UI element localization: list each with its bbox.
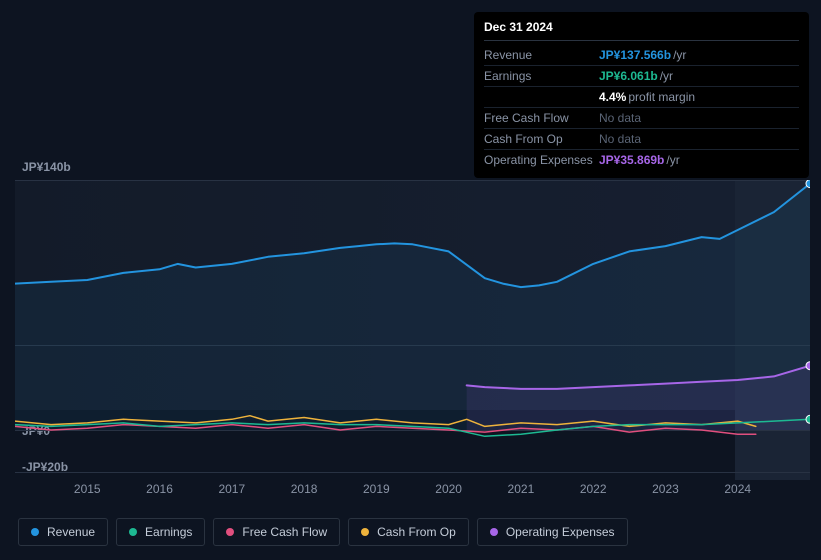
tooltip-row-unit: /yr (660, 69, 673, 83)
y-axis-label: JP¥140b (22, 160, 71, 174)
x-axis-tick: 2017 (218, 482, 245, 496)
tooltip-row: EarningsJP¥6.061b /yr (484, 66, 799, 87)
x-axis-tick: 2021 (508, 482, 535, 496)
tooltip-row-unit: profit margin (628, 90, 695, 104)
tooltip-row-label: Revenue (484, 48, 599, 62)
legend-item-free-cash-flow[interactable]: Free Cash Flow (213, 518, 340, 546)
legend-dot-icon (226, 528, 234, 536)
x-axis: 2015 2016 2017 2018 2019 2020 2021 2022 2023 2024 (15, 482, 810, 502)
x-axis-tick: 2018 (291, 482, 318, 496)
legend-label: Cash From Op (377, 525, 456, 539)
tooltip-row-value: JP¥6.061b (599, 69, 658, 83)
tooltip-nodata: No data (599, 132, 641, 146)
tooltip-row: Free Cash FlowNo data (484, 108, 799, 129)
legend-item-earnings[interactable]: Earnings (116, 518, 205, 546)
legend-dot-icon (31, 528, 39, 536)
legend-dot-icon (361, 528, 369, 536)
x-axis-tick: 2015 (74, 482, 101, 496)
hover-tooltip: Dec 31 2024 RevenueJP¥137.566b /yrEarnin… (474, 12, 809, 178)
x-axis-tick: 2019 (363, 482, 390, 496)
legend-label: Revenue (47, 525, 95, 539)
series-end-marker (806, 415, 810, 423)
legend-label: Earnings (145, 525, 192, 539)
legend-dot-icon (490, 528, 498, 536)
legend-label: Operating Expenses (506, 525, 615, 539)
x-axis-tick: 2023 (652, 482, 679, 496)
x-axis-tick: 2022 (580, 482, 607, 496)
chart-plot-area[interactable] (15, 180, 810, 480)
tooltip-row-label: Earnings (484, 69, 599, 83)
tooltip-row-unit: /yr (666, 153, 679, 167)
x-axis-tick: 2016 (146, 482, 173, 496)
x-axis-tick: 2020 (435, 482, 462, 496)
legend-item-revenue[interactable]: Revenue (18, 518, 108, 546)
tooltip-nodata: No data (599, 111, 641, 125)
legend: Revenue Earnings Free Cash Flow Cash From O… (18, 518, 628, 546)
series-end-marker (806, 362, 810, 370)
tooltip-row-label: Cash From Op (484, 132, 599, 146)
tooltip-row-value: JP¥137.566b (599, 48, 671, 62)
tooltip-row-value: 4.4% (599, 90, 626, 104)
tooltip-row-label: Free Cash Flow (484, 111, 599, 125)
tooltip-row: Cash From OpNo data (484, 129, 799, 150)
tooltip-row-value: JP¥35.869b (599, 153, 664, 167)
tooltip-row: RevenueJP¥137.566b /yr (484, 45, 799, 66)
tooltip-row: 4.4% profit margin (484, 87, 799, 108)
chart-container: Dec 31 2024 RevenueJP¥137.566b /yrEarnin… (0, 0, 821, 560)
legend-item-cash-from-op[interactable]: Cash From Op (348, 518, 469, 546)
tooltip-row-label: Operating Expenses (484, 153, 599, 167)
series-end-marker (806, 180, 810, 188)
tooltip-row-unit: /yr (673, 48, 686, 62)
legend-label: Free Cash Flow (242, 525, 327, 539)
legend-item-operating-expenses[interactable]: Operating Expenses (477, 518, 628, 546)
tooltip-row: Operating ExpensesJP¥35.869b /yr (484, 150, 799, 170)
tooltip-date: Dec 31 2024 (484, 20, 799, 41)
legend-dot-icon (129, 528, 137, 536)
x-axis-tick: 2024 (724, 482, 751, 496)
